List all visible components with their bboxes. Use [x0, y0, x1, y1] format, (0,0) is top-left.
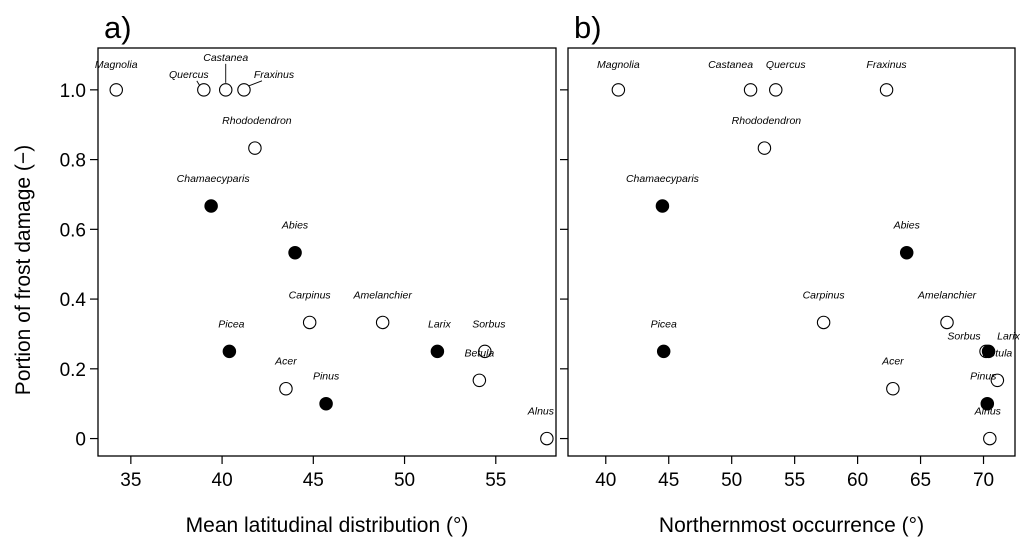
y-tick-label: 0.8 — [60, 151, 86, 172]
data-point-chamaecyparis — [655, 199, 670, 213]
species-label: Pinus — [970, 371, 997, 383]
data-point-alnus — [540, 431, 554, 446]
x-tick-label: 55 — [485, 470, 506, 491]
species-label: Rhododendron — [222, 115, 292, 127]
data-point-acer — [886, 381, 900, 396]
y-tick-label: 0.6 — [60, 220, 86, 241]
data-point-pinus — [980, 396, 995, 411]
species-label: Sorbus — [472, 318, 506, 330]
y-tick-label: 0 — [75, 430, 86, 451]
species-label: Rhododendron — [732, 115, 802, 127]
panel-label: a) — [104, 10, 132, 45]
species-label: Betula — [982, 347, 1012, 359]
x-tick-label: 55 — [784, 470, 805, 491]
data-point-fraxinus — [237, 83, 251, 97]
species-label: Carpinus — [803, 289, 846, 301]
species-label: Quercus — [766, 59, 806, 71]
species-label: Alnus — [527, 406, 555, 418]
species-label: Acer — [881, 356, 904, 368]
x-tick-label: 70 — [973, 470, 994, 491]
species-label: Abies — [281, 220, 309, 232]
data-point-quercus — [769, 83, 783, 97]
x-tick-label: 60 — [847, 470, 868, 491]
species-label: Magnolia — [95, 59, 138, 71]
y-tick-label: 0.2 — [60, 360, 86, 381]
x-tick-label: 40 — [595, 470, 616, 491]
species-label: Chamaecyparis — [177, 173, 251, 185]
y-tick-label: 1.0 — [60, 81, 86, 102]
species-label: Castanea — [708, 59, 753, 71]
plot-frame — [97, 47, 557, 457]
data-point-larix — [981, 344, 996, 359]
species-label: Fraxinus — [254, 69, 295, 81]
species-label: Amelanchier — [352, 289, 412, 301]
panel-a: a) 35 40 45 50 55 0 0.2 0.4 0.6 0.8 1.0 Mean latitud… — [60, 10, 557, 537]
x-tick-label: 50 — [394, 470, 415, 491]
species-label: Carpinus — [289, 289, 332, 301]
data-point-carpinus — [816, 315, 831, 330]
x-tick-label: 45 — [658, 470, 679, 491]
data-point-picea — [656, 344, 671, 359]
species-label: Larix — [997, 330, 1020, 342]
data-point-amelanchier — [375, 315, 390, 330]
data-point-carpinus — [302, 315, 317, 330]
data-point-abies — [899, 245, 914, 260]
data-point-abies — [288, 245, 302, 260]
data-point-rhododendron — [248, 141, 262, 155]
species-label: Fraxinus — [866, 59, 907, 71]
species-label: Abies — [893, 220, 921, 232]
data-point-acer — [279, 381, 293, 396]
species-label: Chamaecyparis — [626, 173, 700, 185]
species-label: Larix — [428, 318, 452, 330]
data-point-larix — [430, 344, 445, 359]
data-point-pinus — [319, 396, 333, 411]
x-tick-label: 50 — [721, 470, 742, 491]
data-point-betula — [990, 373, 1005, 388]
y-axis-title: Portion of frost damage (−) — [12, 145, 35, 395]
panel-label: b) — [574, 10, 602, 45]
species-label: Castanea — [203, 52, 248, 64]
data-point-picea — [222, 344, 237, 359]
label-leader-line — [248, 80, 263, 87]
data-point-castanea — [218, 83, 233, 97]
x-tick-label: 40 — [212, 470, 233, 491]
data-point-alnus — [983, 431, 997, 446]
data-point-sorbus — [478, 344, 492, 359]
data-point-castanea — [743, 83, 758, 97]
x-axis-title: Mean latitudinal distribution (°) — [186, 514, 469, 537]
x-tick-label: 65 — [910, 470, 931, 491]
data-point-magnolia — [109, 83, 123, 97]
x-tick-label: 45 — [303, 470, 324, 491]
y-tick-label: 0.4 — [60, 290, 87, 311]
species-label: Picea — [218, 318, 244, 330]
x-tick-label: 35 — [120, 470, 141, 491]
species-label: Amelanchier — [917, 289, 977, 301]
species-label: Betula — [464, 347, 494, 359]
species-label: Sorbus — [947, 330, 981, 342]
panel-b: b) 40 45 50 55 60 65 70 Northernmost occurrence … — [560, 10, 1020, 537]
data-point-fraxinus — [879, 83, 894, 97]
species-label: Acer — [274, 356, 297, 368]
species-label: Quercus — [169, 69, 209, 81]
data-point-magnolia — [611, 83, 626, 97]
data-point-rhododendron — [757, 141, 772, 155]
data-point-amelanchier — [940, 315, 954, 330]
plot-frame — [567, 47, 1016, 457]
data-point-betula — [472, 373, 487, 388]
species-label: Alnus — [974, 406, 1002, 418]
data-point-chamaecyparis — [204, 199, 218, 213]
species-label: Pinus — [313, 371, 340, 383]
x-axis-title: Northernmost occurrence (°) — [659, 514, 924, 537]
species-label: Picea — [651, 318, 677, 330]
label-leader-line — [196, 80, 201, 87]
data-point-quercus — [197, 83, 211, 97]
species-label: Magnolia — [597, 59, 640, 71]
